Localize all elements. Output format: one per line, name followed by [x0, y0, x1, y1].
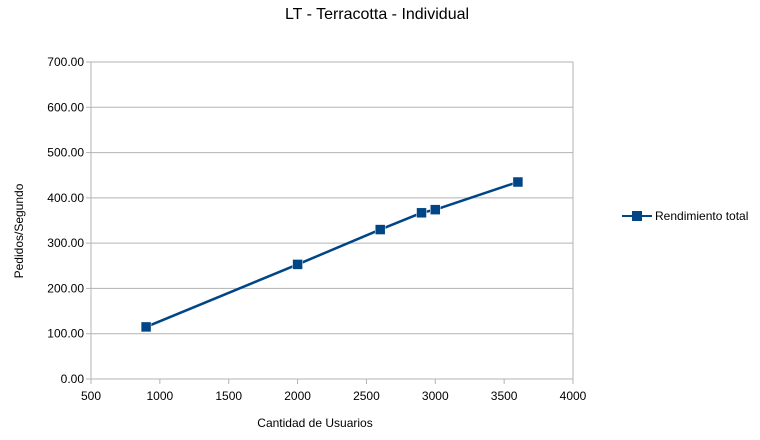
- x-tick-label: 2000: [284, 389, 311, 403]
- gridlines: [91, 61, 573, 380]
- legend: Rendimiento total: [622, 209, 748, 223]
- y-axis-label: Pedidos/Segundo: [12, 183, 26, 278]
- y-tick-label: 100.00: [47, 327, 84, 341]
- y-tick-label: 0.00: [61, 372, 85, 386]
- x-axis-ticks: 500 1000 1500 2000 2500 3000 3500 4000: [81, 379, 587, 403]
- x-tick-label: 4000: [560, 389, 587, 403]
- y-tick-label: 500.00: [47, 146, 84, 160]
- y-axis-ticks: 0.00 100.00 200.00 300.00 400.00 500.00 600.00…: [47, 55, 91, 386]
- x-tick-label: 2500: [353, 389, 380, 403]
- series-line: [145, 180, 519, 329]
- x-tick-label: 1000: [147, 389, 174, 403]
- chart-title: LT - Terracotta - Individual: [285, 6, 469, 23]
- legend-square-marker: [632, 211, 642, 221]
- x-axis-label: Cantidad de Usuarios: [257, 416, 372, 430]
- legend-label: Rendimiento total: [655, 209, 748, 223]
- x-tick-label: 1500: [215, 389, 242, 403]
- data-point: [292, 259, 303, 270]
- data-point: [512, 176, 524, 188]
- data-point: [416, 207, 427, 219]
- y-tick-label: 300.00: [47, 236, 84, 250]
- y-tick-label: 200.00: [47, 281, 84, 295]
- x-tick-label: 500: [81, 389, 101, 403]
- y-tick-label: 400.00: [47, 191, 84, 205]
- data-point: [374, 224, 386, 235]
- data-point: [430, 204, 441, 215]
- data-point: [140, 321, 152, 333]
- x-tick-label: 3500: [491, 389, 518, 403]
- plot-area-border: [90, 61, 574, 380]
- y-tick-label: 700.00: [47, 55, 84, 69]
- data-series: [140, 176, 524, 333]
- x-tick-label: 3000: [422, 389, 449, 403]
- y-tick-label: 600.00: [47, 100, 84, 114]
